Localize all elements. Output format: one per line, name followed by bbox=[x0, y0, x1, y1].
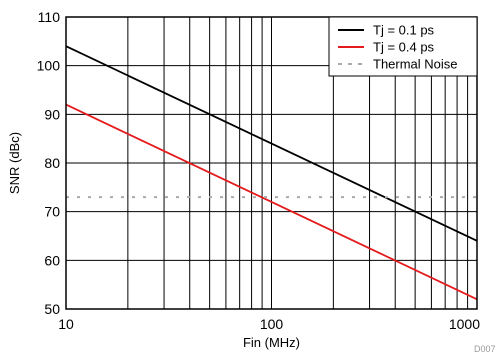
y-tick-label: 80 bbox=[44, 155, 60, 171]
x-tick-label: 100 bbox=[260, 316, 284, 332]
x-axis-label: Fin (MHz) bbox=[243, 335, 300, 350]
legend-label: Tj = 0.1 ps bbox=[373, 23, 435, 38]
y-tick-label: 50 bbox=[44, 301, 60, 317]
legend: Tj = 0.1 ps Tj = 0.4 ps Thermal Noise bbox=[328, 16, 478, 77]
legend-label: Thermal Noise bbox=[373, 57, 458, 72]
y-axis-label: SNR (dBc) bbox=[7, 132, 22, 194]
y-tick-label: 70 bbox=[44, 204, 60, 220]
legend-label: Tj = 0.4 ps bbox=[373, 40, 435, 55]
series-line-1 bbox=[65, 45, 478, 242]
tick-labels: 50 60 70 80 90 100 110 10 100 1000 bbox=[37, 9, 481, 332]
y-tick-label: 90 bbox=[44, 106, 60, 122]
series-line-2 bbox=[65, 103, 478, 301]
x-tick-label: 1000 bbox=[449, 316, 480, 332]
figure-id-label: D007 bbox=[474, 344, 496, 354]
plot-frame bbox=[65, 16, 478, 310]
x-tick-label: 10 bbox=[58, 316, 74, 332]
series-lines bbox=[65, 45, 478, 301]
y-tick-label: 100 bbox=[37, 58, 61, 74]
y-tick-label: 110 bbox=[38, 9, 61, 25]
grid bbox=[65, 16, 477, 310]
y-tick-label: 60 bbox=[44, 252, 60, 268]
